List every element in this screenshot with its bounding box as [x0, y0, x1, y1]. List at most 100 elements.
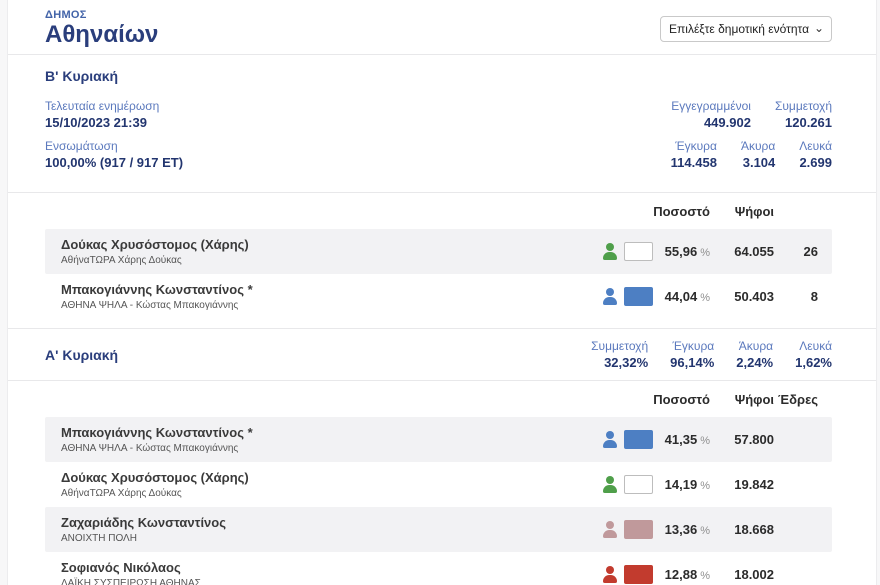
table-row[interactable]: Δούκας Χρυσόστομος (Χάρης) ΑθήναΤΩΡΑ Χάρ…: [45, 229, 832, 274]
invalid-stat: Άκυρα 2,24%: [736, 339, 773, 370]
valid-label: Έγκυρα: [675, 139, 717, 153]
seats-value: 8: [810, 289, 818, 304]
percent-value: 55,96%: [664, 244, 710, 259]
votes-value: 64.055: [734, 244, 774, 259]
round-b-right-stats: Εγγεγραμμένοι 449.902 Συμμετοχή 120.261 …: [671, 99, 832, 170]
votes-value: 19.842: [734, 477, 774, 492]
column-header-percent: Ποσοστό: [653, 203, 710, 219]
blank-label: Λευκά: [799, 139, 832, 153]
turnout-label: Συμμετοχή: [591, 339, 649, 353]
candidate-icons: [602, 430, 654, 449]
votes-value: 18.002: [734, 567, 774, 582]
party-color-swatch: [624, 242, 653, 261]
divider: [8, 380, 876, 381]
round-b-stats: Τελευταία ενημέρωση 15/10/2023 21:39 Ενσ…: [45, 99, 832, 179]
valid-value: 96,14%: [670, 355, 715, 370]
turnout-stat: Συμμετοχή 120.261: [775, 99, 832, 130]
blank-value: 1,62%: [795, 355, 832, 370]
valid-stat: Έγκυρα 96,14%: [670, 339, 714, 370]
candidate-name: Σοφιανός Νικόλαος: [61, 560, 181, 575]
party-color-swatch: [624, 565, 653, 584]
round-b-table-header: Ποσοστό Ψήφοι: [45, 193, 832, 229]
table-row[interactable]: Μπακογιάννης Κωνσταντίνος * ΑΘΗΝΑ ΨΗΛΑ -…: [45, 417, 832, 462]
person-icon: [602, 476, 618, 493]
municipality-label: ΔΗΜΟΣ: [45, 9, 87, 21]
percent-value: 13,36%: [664, 522, 710, 537]
votes-value: 18.668: [734, 522, 774, 537]
person-icon: [602, 521, 618, 538]
registered-turnout-row: Εγγεγραμμένοι 449.902 Συμμετοχή 120.261: [671, 99, 832, 130]
person-icon: [602, 288, 618, 305]
candidate-icons: [602, 520, 654, 539]
party-color-swatch: [624, 287, 653, 306]
percent-value: 14,19%: [664, 477, 710, 492]
district-select[interactable]: Επιλέξτε δημοτική ενότητα...: [660, 16, 832, 42]
table-row[interactable]: Δούκας Χρυσόστομος (Χάρης) ΑθήναΤΩΡΑ Χάρ…: [45, 462, 832, 507]
last-update-value: 15/10/2023 21:39: [45, 115, 147, 130]
registered-value: 449.902: [703, 115, 751, 130]
invalid-value: 2,24%: [736, 355, 774, 370]
invalid-stat: Άκυρα 3.104: [741, 139, 775, 170]
candidate-name: Ζαχαριάδης Κωνσταντίνος: [61, 515, 226, 530]
candidate-icons: [602, 287, 654, 306]
round-b-table: Ποσοστό Ψήφοι Δούκας Χρυσόστομος (Χάρης)…: [8, 193, 876, 328]
last-update-label: Τελευταία ενημέρωση: [45, 99, 160, 113]
candidate-party: ΛΑΪΚΗ ΣΥΣΠΕΙΡΩΣΗ ΑΘΗΝΑΣ: [61, 578, 201, 585]
candidate-info: Μπακογιάννης Κωνσταντίνος * ΑΘΗΝΑ ΨΗΛΑ -…: [45, 425, 602, 454]
invalid-value: 3.104: [742, 155, 776, 170]
candidate-name: Μπακογιάννης Κωνσταντίνος *: [61, 425, 253, 440]
last-update-stat: Τελευταία ενημέρωση 15/10/2023 21:39: [45, 99, 183, 130]
invalid-label: Άκυρα: [738, 339, 774, 353]
candidate-icons: [602, 242, 654, 261]
candidate-info: Ζαχαριάδης Κωνσταντίνος ΑΝΟΙΧΤΗ ΠΟΛΗ: [45, 515, 602, 544]
percent-sign: %: [700, 247, 710, 259]
candidate-party: ΑΘΗΝΑ ΨΗΛΑ - Κώστας Μπακογιάννης: [61, 443, 239, 454]
round-a-section-header: Α' Κυριακή Συμμετοχή 32,32% Έγκυρα 96,14…: [8, 329, 876, 380]
turnout-stat: Συμμετοχή 32,32%: [591, 339, 648, 370]
candidate-name: Δούκας Χρυσόστομος (Χάρης): [61, 237, 249, 252]
integration-label: Ενσωμάτωση: [45, 139, 118, 153]
blank-stat: Λευκά 1,62%: [795, 339, 832, 370]
valid-label: Έγκυρα: [672, 339, 715, 353]
party-color-swatch: [624, 430, 653, 449]
integration-value: 100,00% (917 / 917 ΕΤ): [45, 155, 184, 170]
person-icon: [602, 566, 618, 583]
round-a-title: Α' Κυριακή: [45, 346, 119, 363]
table-row[interactable]: Μπακογιάννης Κωνσταντίνος * ΑΘΗΝΑ ΨΗΛΑ -…: [45, 274, 832, 319]
page-title: Αθηναίων: [45, 21, 159, 48]
round-b-title: Β' Κυριακή: [45, 68, 119, 84]
candidate-info: Σοφιανός Νικόλαος ΛΑΪΚΗ ΣΥΣΠΕΙΡΩΣΗ ΑΘΗΝΑ…: [45, 560, 602, 585]
valid-invalid-blank-row: Έγκυρα 114.458 Άκυρα 3.104 Λευκά 2.699: [671, 139, 832, 170]
person-icon: [602, 243, 618, 260]
round-a-table-header: Ποσοστό Ψήφοι Έδρες: [45, 381, 832, 417]
valid-stat: Έγκυρα 114.458: [671, 139, 717, 170]
page-header: ΔΗΜΟΣ Αθηναίων Επιλέξτε δημοτική ενότητα…: [8, 0, 876, 54]
divider: [8, 192, 876, 193]
table-row[interactable]: Ζαχαριάδης Κωνσταντίνος ΑΝΟΙΧΤΗ ΠΟΛΗ 13,…: [45, 507, 832, 552]
candidate-name: Μπακογιάννης Κωνσταντίνος *: [61, 282, 253, 297]
person-icon: [602, 431, 618, 448]
round-b-left-stats: Τελευταία ενημέρωση 15/10/2023 21:39 Ενσ…: [45, 99, 183, 179]
column-header-seats: Έδρες: [778, 391, 818, 407]
table-row[interactable]: Σοφιανός Νικόλαος ΛΑΪΚΗ ΣΥΣΠΕΙΡΩΣΗ ΑΘΗΝΑ…: [45, 552, 832, 585]
percent-value: 12,88%: [664, 567, 710, 582]
candidate-info: Δούκας Χρυσόστομος (Χάρης) ΑθήναΤΩΡΑ Χάρ…: [45, 470, 602, 499]
turnout-label: Συμμετοχή: [774, 99, 832, 113]
turnout-value: 120.261: [785, 115, 832, 130]
round-b-section-header: Β' Κυριακή Τελευταία ενημέρωση 15/10/202…: [8, 55, 876, 192]
turnout-value: 32,32%: [604, 355, 649, 370]
results-card: ΔΗΜΟΣ Αθηναίων Επιλέξτε δημοτική ενότητα…: [7, 0, 877, 585]
votes-value: 50.403: [734, 289, 774, 304]
candidate-icons: [602, 565, 654, 584]
invalid-label: Άκυρα: [740, 139, 776, 153]
valid-value: 114.458: [670, 155, 717, 170]
candidate-party: ΑΝΟΙΧΤΗ ΠΟΛΗ: [61, 533, 137, 544]
percent-value: 44,04%: [664, 289, 710, 304]
candidate-icons: [602, 475, 654, 494]
registered-stat: Εγγεγραμμένοι 449.902: [671, 99, 751, 130]
district-select-wrap: Επιλέξτε δημοτική ενότητα... ⌄: [660, 16, 832, 42]
column-header-votes: Ψήφοι: [734, 203, 774, 219]
round-a-stats: Συμμετοχή 32,32% Έγκυρα 96,14% Άκυρα 2,2…: [591, 339, 832, 370]
blank-label: Λευκά: [799, 339, 832, 353]
